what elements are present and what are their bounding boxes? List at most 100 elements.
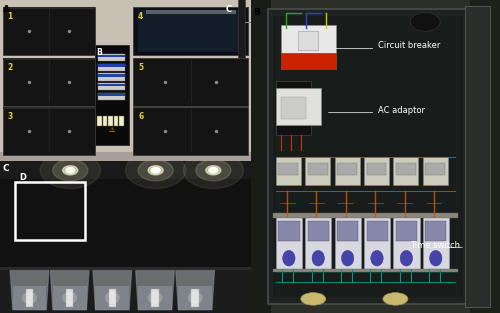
Bar <box>334 216 361 269</box>
Bar <box>2 107 96 155</box>
Bar <box>108 116 112 126</box>
Bar <box>97 116 102 126</box>
Circle shape <box>183 152 244 188</box>
Circle shape <box>342 250 354 266</box>
Ellipse shape <box>22 292 37 304</box>
Bar <box>308 163 328 175</box>
Bar <box>426 163 445 175</box>
Circle shape <box>209 167 218 173</box>
Bar <box>178 286 212 310</box>
Bar <box>66 289 74 307</box>
Bar <box>465 6 490 307</box>
Polygon shape <box>93 270 132 310</box>
Bar <box>298 31 318 50</box>
Text: Time switch: Time switch <box>410 241 461 250</box>
Bar <box>0 267 251 313</box>
Bar <box>364 156 389 185</box>
Text: Circuit breaker: Circuit breaker <box>378 41 440 50</box>
Bar <box>0 151 251 161</box>
Circle shape <box>40 152 100 188</box>
Circle shape <box>66 167 75 173</box>
Circle shape <box>312 250 324 266</box>
Bar <box>15 182 86 240</box>
Circle shape <box>206 166 221 175</box>
Bar <box>426 221 446 241</box>
Bar <box>2 58 96 60</box>
Text: D: D <box>19 173 26 182</box>
Bar <box>396 221 417 241</box>
Bar <box>274 269 458 272</box>
Bar <box>98 54 124 61</box>
Text: 3: 3 <box>8 112 13 121</box>
Circle shape <box>148 166 163 175</box>
Bar <box>26 289 34 307</box>
Bar <box>0 161 251 270</box>
Bar <box>276 88 320 125</box>
Bar <box>98 93 124 100</box>
Ellipse shape <box>188 292 202 304</box>
Bar <box>251 0 271 313</box>
Bar <box>470 0 500 313</box>
Text: 6: 6 <box>138 112 143 121</box>
Bar <box>2 107 96 109</box>
Ellipse shape <box>301 293 326 305</box>
Bar <box>306 156 330 185</box>
Bar <box>0 267 251 270</box>
Bar <box>133 107 248 155</box>
Text: B: B <box>254 8 260 17</box>
Bar <box>98 64 124 71</box>
Bar <box>138 10 244 52</box>
Bar <box>274 213 458 218</box>
Ellipse shape <box>383 293 408 305</box>
Bar <box>151 289 159 307</box>
Text: B: B <box>96 48 102 57</box>
Bar <box>12 286 46 310</box>
Text: 5: 5 <box>138 63 143 72</box>
Bar <box>0 161 251 179</box>
Bar <box>281 53 336 69</box>
Bar <box>396 163 416 175</box>
Bar <box>2 7 96 55</box>
Bar <box>278 221 299 241</box>
Polygon shape <box>50 270 89 310</box>
Circle shape <box>126 152 186 188</box>
Circle shape <box>52 160 88 181</box>
Bar <box>268 9 468 304</box>
Bar <box>114 116 118 126</box>
Text: AC adaptor: AC adaptor <box>378 106 425 115</box>
Ellipse shape <box>410 13 440 31</box>
Bar <box>94 45 128 145</box>
Bar <box>306 216 332 269</box>
Circle shape <box>371 250 383 266</box>
Text: C: C <box>2 164 9 173</box>
Bar <box>276 216 302 269</box>
Bar <box>98 84 124 86</box>
Bar <box>133 58 248 105</box>
Bar <box>364 216 390 269</box>
Text: 1: 1 <box>8 12 13 21</box>
Bar <box>281 97 306 119</box>
Bar <box>146 10 236 14</box>
Bar <box>337 221 358 241</box>
Bar <box>423 216 449 269</box>
Bar <box>138 286 172 310</box>
Bar <box>366 163 386 175</box>
Bar <box>423 156 448 185</box>
Text: 4: 4 <box>138 12 143 21</box>
Bar <box>96 286 130 310</box>
Text: C: C <box>226 5 232 14</box>
Bar <box>133 7 248 55</box>
Circle shape <box>282 250 295 266</box>
Bar <box>98 73 124 81</box>
Polygon shape <box>176 270 214 310</box>
Circle shape <box>151 167 160 173</box>
Bar <box>276 81 311 135</box>
Text: A: A <box>2 5 10 14</box>
Bar <box>337 163 357 175</box>
Circle shape <box>430 250 442 266</box>
Ellipse shape <box>62 292 77 304</box>
Bar <box>119 116 124 126</box>
Polygon shape <box>10 270 49 310</box>
Bar <box>334 156 359 185</box>
Bar <box>98 94 124 96</box>
